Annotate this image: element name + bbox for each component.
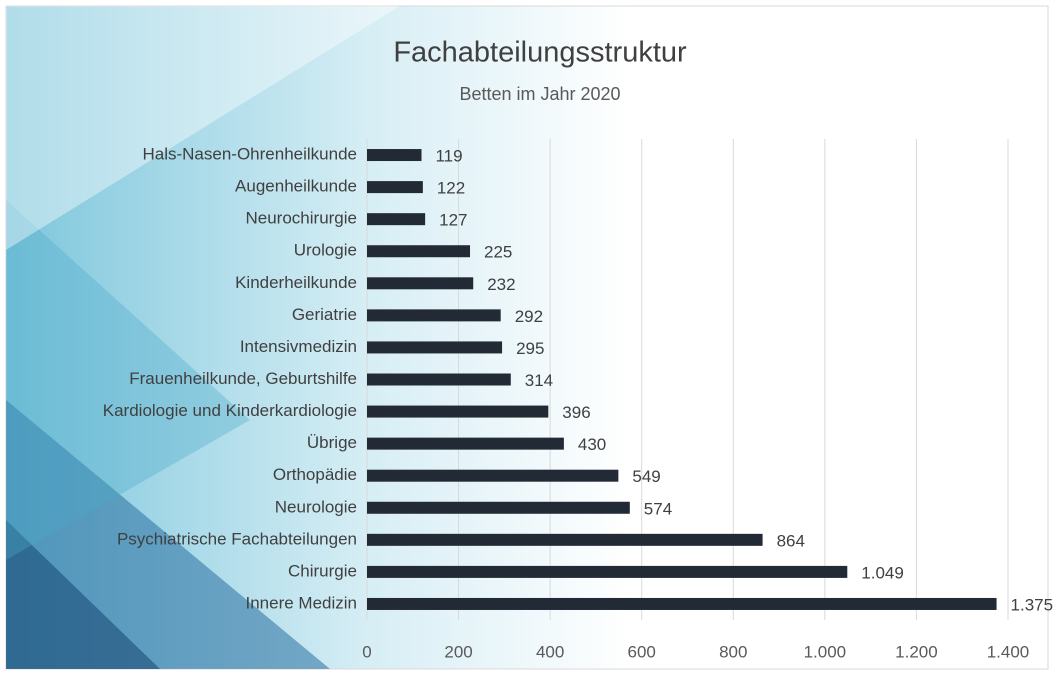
bar [367, 405, 549, 418]
value-label: 396 [562, 403, 590, 422]
x-tick-label: 1.400 [987, 642, 1030, 661]
bar [367, 245, 471, 258]
y-tick-label: Intensivmedizin [240, 337, 357, 356]
chart-subtitle: Betten im Jahr 2020 [459, 84, 620, 104]
decoration [6, 6, 400, 250]
value-label: 1.375 [1011, 595, 1054, 614]
decoration [6, 200, 250, 560]
bar [367, 341, 503, 354]
bar [367, 565, 848, 578]
chart-title: Fachabteilungsstruktur [393, 37, 687, 69]
x-tick-label: 800 [719, 642, 747, 661]
bar [367, 437, 564, 450]
decoration [6, 520, 160, 669]
x-tick-label: 1.000 [804, 642, 847, 661]
value-label: 119 [435, 147, 462, 166]
value-label: 864 [777, 531, 805, 550]
value-label: 430 [578, 435, 606, 454]
y-tick-label: Neurologie [275, 497, 357, 516]
x-tick-label: 0 [362, 642, 371, 661]
bar [367, 309, 501, 322]
bar [367, 373, 511, 386]
x-tick-label: 600 [628, 642, 656, 661]
y-tick-label: Übrige [307, 433, 357, 452]
value-label: 574 [644, 499, 672, 518]
value-label: 225 [484, 243, 512, 262]
y-tick-label: Augenheilkunde [235, 177, 357, 196]
x-tick-label: 200 [444, 642, 472, 661]
y-tick-label: Kinderheilkunde [235, 273, 357, 292]
bar [367, 533, 763, 546]
y-tick-label: Urologie [294, 241, 357, 260]
y-tick-label: Chirurgie [288, 561, 357, 580]
value-label: 1.049 [861, 563, 904, 582]
bar [367, 149, 422, 162]
y-tick-label: Neurochirurgie [246, 209, 358, 228]
y-tick-label: Kardiologie und Kinderkardiologie [103, 401, 357, 420]
bar [367, 469, 619, 482]
y-tick-label: Psychiatrische Fachabteilungen [117, 529, 357, 548]
value-label: 549 [632, 467, 660, 486]
value-label: 314 [525, 371, 553, 390]
y-tick-label: Orthopädie [273, 465, 357, 484]
y-tick-label: Frauenheilkunde, Geburtshilfe [129, 369, 357, 388]
value-label: 232 [487, 275, 515, 294]
value-label: 122 [437, 179, 465, 198]
value-label: 127 [439, 211, 467, 230]
y-tick-label: Innere Medizin [245, 593, 357, 612]
bar [367, 213, 426, 226]
x-tick-label: 400 [536, 642, 564, 661]
x-tick-label: 1.200 [895, 642, 938, 661]
bar [367, 277, 474, 290]
y-tick-label: Hals-Nasen-Ohrenheilkunde [142, 145, 357, 164]
value-label: 295 [516, 339, 544, 358]
bar [367, 501, 630, 514]
bar [367, 181, 423, 194]
value-label: 292 [515, 307, 543, 326]
bar [367, 597, 997, 610]
y-tick-label: Geriatrie [292, 305, 357, 324]
